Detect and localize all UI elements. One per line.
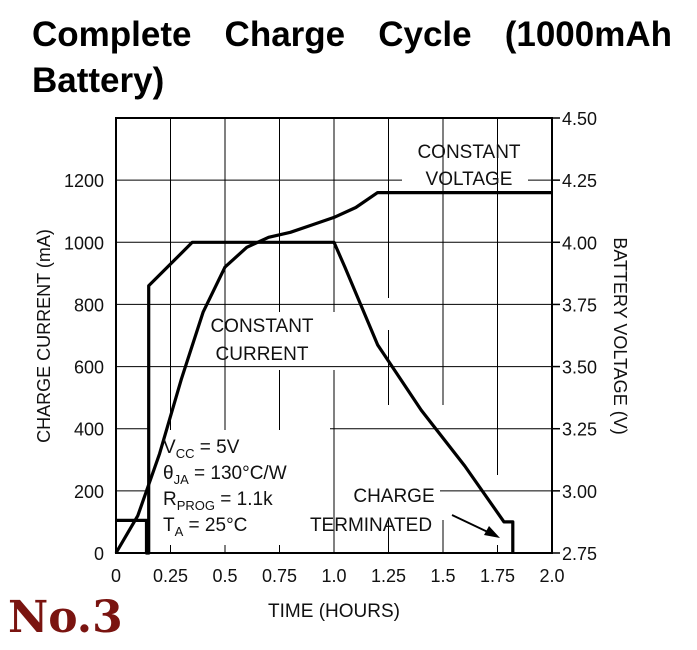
label-layer: CONSTANT VOLTAGE CONSTANT CURRENT CHARGE TERM…: [163, 142, 521, 539]
x-tick-label: 2.0: [539, 566, 564, 586]
y-right-tick-label: 3.25: [562, 420, 597, 440]
y-right-tick-label: 3.50: [562, 358, 597, 378]
parameter-text: TA = 25°C: [163, 515, 247, 539]
constant-voltage-label: VOLTAGE: [426, 169, 513, 190]
charge-terminated-label: TERMINATED: [310, 515, 432, 536]
y-left-tick-label: 0: [94, 544, 104, 564]
terminated-arrow-head: [484, 526, 500, 538]
y-axis-left-label: CHARGE CURRENT (mA): [34, 229, 54, 443]
x-tick-label: 0.25: [153, 566, 188, 586]
tick-layer: 0 0.25 0.5 0.75 1.0 1.25 1.5 1.75 2.0 0 200 400 600 8…: [64, 109, 597, 586]
y-right-tick-label: 2.75: [562, 544, 597, 564]
parameter-text: VCC = 5V: [163, 437, 240, 461]
charge-terminated-label: CHARGE: [353, 486, 434, 507]
constant-current-label: CURRENT: [216, 344, 309, 365]
page-title: Complete Charge Cycle (1000mAh Battery): [32, 15, 672, 100]
x-tick-label: 1.75: [480, 566, 515, 586]
y-left-tick-label: 200: [74, 482, 104, 502]
terminated-arrow: [451, 514, 493, 535]
y-right-tick-label: 4.25: [562, 171, 597, 191]
x-tick-label: 0.5: [212, 566, 237, 586]
y-right-tick-label: 4.00: [562, 233, 597, 253]
x-tick-label: 0: [111, 566, 121, 586]
x-tick-label: 1.0: [321, 566, 346, 586]
y-left-tick-label: 800: [74, 295, 104, 315]
y-right-tick-label: 3.00: [562, 482, 597, 502]
parameter-text: θJA = 130°C/W: [163, 463, 287, 487]
x-tick-label: 1.5: [430, 566, 455, 586]
badge-number: No.3: [8, 592, 123, 643]
x-tick-label: 1.25: [371, 566, 406, 586]
grid-layer: [116, 118, 552, 553]
y-axis-right-label: BATTERY VOLTAGE (V): [610, 237, 630, 434]
parameter-text: RPROG = 1.1k: [163, 489, 273, 513]
y-right-tick-label: 4.50: [562, 109, 597, 129]
plot-frame: [115, 117, 553, 554]
y-left-tick-label: 1000: [64, 233, 104, 253]
battery-voltage-line: [114, 191, 552, 554]
x-axis-label: TIME (HOURS): [268, 601, 400, 622]
y-left-tick-label: 400: [74, 420, 104, 440]
y-right-tick-label: 3.75: [562, 295, 597, 315]
constant-current-label: CONSTANT: [210, 316, 313, 337]
y-left-tick-label: 1200: [64, 171, 104, 191]
x-tick-label: 0.75: [262, 566, 297, 586]
constant-voltage-label: CONSTANT: [417, 142, 520, 163]
y-left-tick-label: 600: [74, 358, 104, 378]
